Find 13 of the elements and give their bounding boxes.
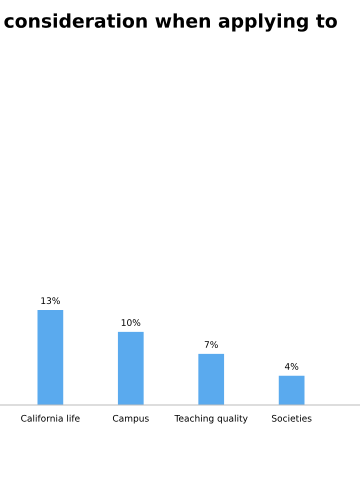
x-tick-label: Societies: [272, 414, 312, 422]
bar: [198, 354, 224, 405]
bar: [118, 332, 144, 405]
data-label: 13%: [41, 297, 60, 304]
x-tick-label: Campus: [112, 414, 149, 424]
chart-title: consideration when applying to: [4, 13, 337, 32]
data-label: 10%: [122, 319, 140, 326]
data-label: 7%: [204, 341, 218, 348]
x-tick-label: California life: [21, 414, 80, 422]
bar: [278, 376, 305, 405]
x-tick-label: Teaching quality: [174, 414, 248, 424]
bar: [37, 310, 64, 405]
data-label: 4%: [284, 363, 298, 370]
